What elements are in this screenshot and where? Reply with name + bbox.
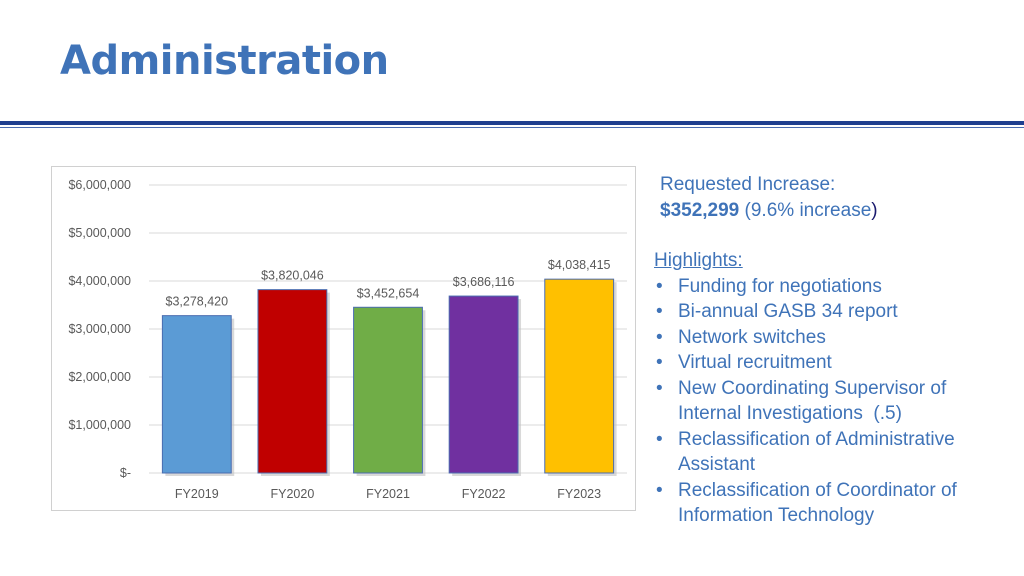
- x-tick-label: FY2020: [271, 487, 315, 501]
- x-tick-label: FY2021: [366, 487, 410, 501]
- bar: [257, 289, 328, 474]
- bullet-icon: •: [656, 301, 663, 322]
- list-item: • New Coordinating Supervisor of Internal…: [656, 377, 952, 425]
- highlights-list: • Funding for negotiations • Bi-annual GAS…: [654, 274, 1014, 529]
- bar: [448, 295, 519, 474]
- y-tick-label: $-: [120, 466, 131, 480]
- requested-increase-value: $352,299 (9.6% increase): [660, 198, 1014, 224]
- bullet-icon: •: [656, 275, 663, 297]
- bullet-icon: •: [656, 326, 663, 348]
- list-item: • Network switches: [654, 325, 1014, 351]
- list-item: • Funding for negotiations: [654, 274, 1014, 300]
- x-tick-label: FY2022: [462, 487, 506, 501]
- bar: [353, 306, 423, 474]
- bullet-icon: •: [656, 377, 663, 399]
- x-tick-label: FY2019: [175, 487, 219, 501]
- y-tick-label: $1,000,000: [68, 418, 131, 432]
- bar: [161, 315, 232, 474]
- y-tick-label: $3,000,000: [68, 322, 131, 336]
- chart-canvas: $- $1,000,000 $2,000,000 $3,000,000 $4,000,0…: [68, 178, 627, 501]
- highlights-heading: Highlights:: [654, 250, 743, 271]
- data-label: $4,038,415: [548, 258, 611, 272]
- data-label: $3,686,116: [453, 275, 515, 289]
- y-tick-label: $6,000,000: [68, 178, 131, 192]
- bar: [544, 278, 615, 474]
- bullet-icon: •: [656, 479, 663, 501]
- requested-increase-detail-close: ): [871, 199, 878, 221]
- slide-title: Administration: [60, 38, 389, 84]
- y-tick-label: $2,000,000: [68, 370, 131, 384]
- x-tick-label: FY2023: [557, 487, 601, 501]
- bullet-icon: •: [656, 428, 663, 450]
- requested-increase-amount: $352,299: [660, 199, 740, 221]
- requested-increase-detail: (9.6% increase: [744, 199, 872, 221]
- list-item: • Reclassification of Coordinator of Info…: [656, 479, 957, 527]
- bullet-icon: •: [656, 352, 663, 373]
- y-tick-label: $5,000,000: [68, 226, 131, 240]
- data-label: $3,452,654: [357, 286, 420, 300]
- list-item: • Virtual recruitment: [654, 350, 1014, 376]
- data-label: $3,820,046: [261, 269, 324, 283]
- budget-bar-chart: $- $1,000,000 $2,000,000 $3,000,000 $4,000,0…: [51, 166, 636, 511]
- y-tick-label: $4,000,000: [68, 274, 131, 288]
- data-label: $3,278,420: [166, 295, 229, 309]
- title-rule: [0, 121, 1024, 125]
- summary-panel: Requested Increase: $352,299 (9.6% incre…: [654, 172, 1014, 529]
- title-rule-thin: [0, 127, 1024, 128]
- requested-increase-label: Requested Increase:: [660, 174, 836, 195]
- list-item: • Bi-annual GASB 34 report: [654, 299, 1014, 325]
- list-item: • Reclassification of Administrative Assi…: [656, 428, 955, 476]
